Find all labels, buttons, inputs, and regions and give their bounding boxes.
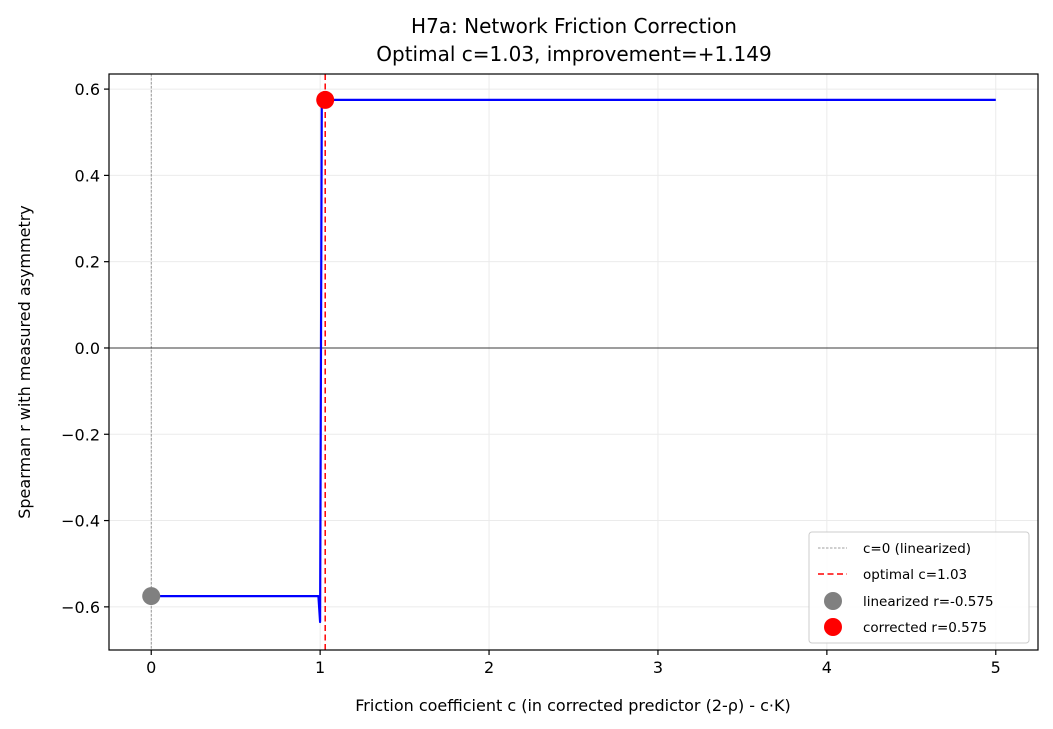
x-tick-label: 4: [822, 658, 832, 677]
legend-label-corrected-point: corrected r=0.575: [863, 620, 987, 636]
y-tick-label: 0.0: [75, 339, 100, 358]
y-tick-label: 0.4: [75, 166, 100, 185]
corrected-point: [316, 90, 335, 109]
y-axis-ticks: 0.6 0.4 0.2 0.0 −0.2 −0.4 −0.6: [61, 80, 109, 617]
y-axis-label: Spearman r with measured asymmetry: [15, 205, 34, 519]
x-tick-label: 3: [653, 658, 663, 677]
linearized-point: [142, 587, 161, 606]
reference-lines: [109, 74, 1038, 650]
x-tick-label: 5: [991, 658, 1001, 677]
x-tick-label: 0: [146, 658, 156, 677]
x-tick-label: 2: [484, 658, 494, 677]
y-tick-label: −0.6: [61, 598, 100, 617]
y-tick-label: 0.2: [75, 253, 100, 272]
legend-label-optimal-line: optimal c=1.03: [863, 567, 967, 583]
y-tick-label: −0.4: [61, 512, 100, 531]
data-markers: [142, 90, 335, 606]
legend-gray-dot-icon: [824, 592, 842, 610]
y-tick-label: 0.6: [75, 80, 100, 99]
x-axis-ticks: 0 1 2 3 4 5: [146, 650, 1001, 677]
legend-box: [808, 531, 1030, 644]
legend-label-linearized-point: linearized r=-0.575: [863, 594, 994, 610]
axes-frame: [108, 73, 1039, 651]
x-tick-label: 1: [315, 658, 325, 677]
legend-label-linearized-line: c=0 (linearized): [863, 541, 971, 557]
legend: c=0 (linearized) optimal c=1.03 lineariz…: [808, 531, 1030, 644]
y-tick-label: −0.2: [61, 425, 100, 444]
x-axis-label: Friction coefficient c (in corrected pre…: [355, 696, 791, 715]
chart-subtitle: Optimal c=1.03, improvement=+1.149: [376, 42, 771, 66]
chart-title: H7a: Network Friction Correction: [411, 14, 737, 38]
legend-red-dot-icon: [824, 618, 842, 636]
